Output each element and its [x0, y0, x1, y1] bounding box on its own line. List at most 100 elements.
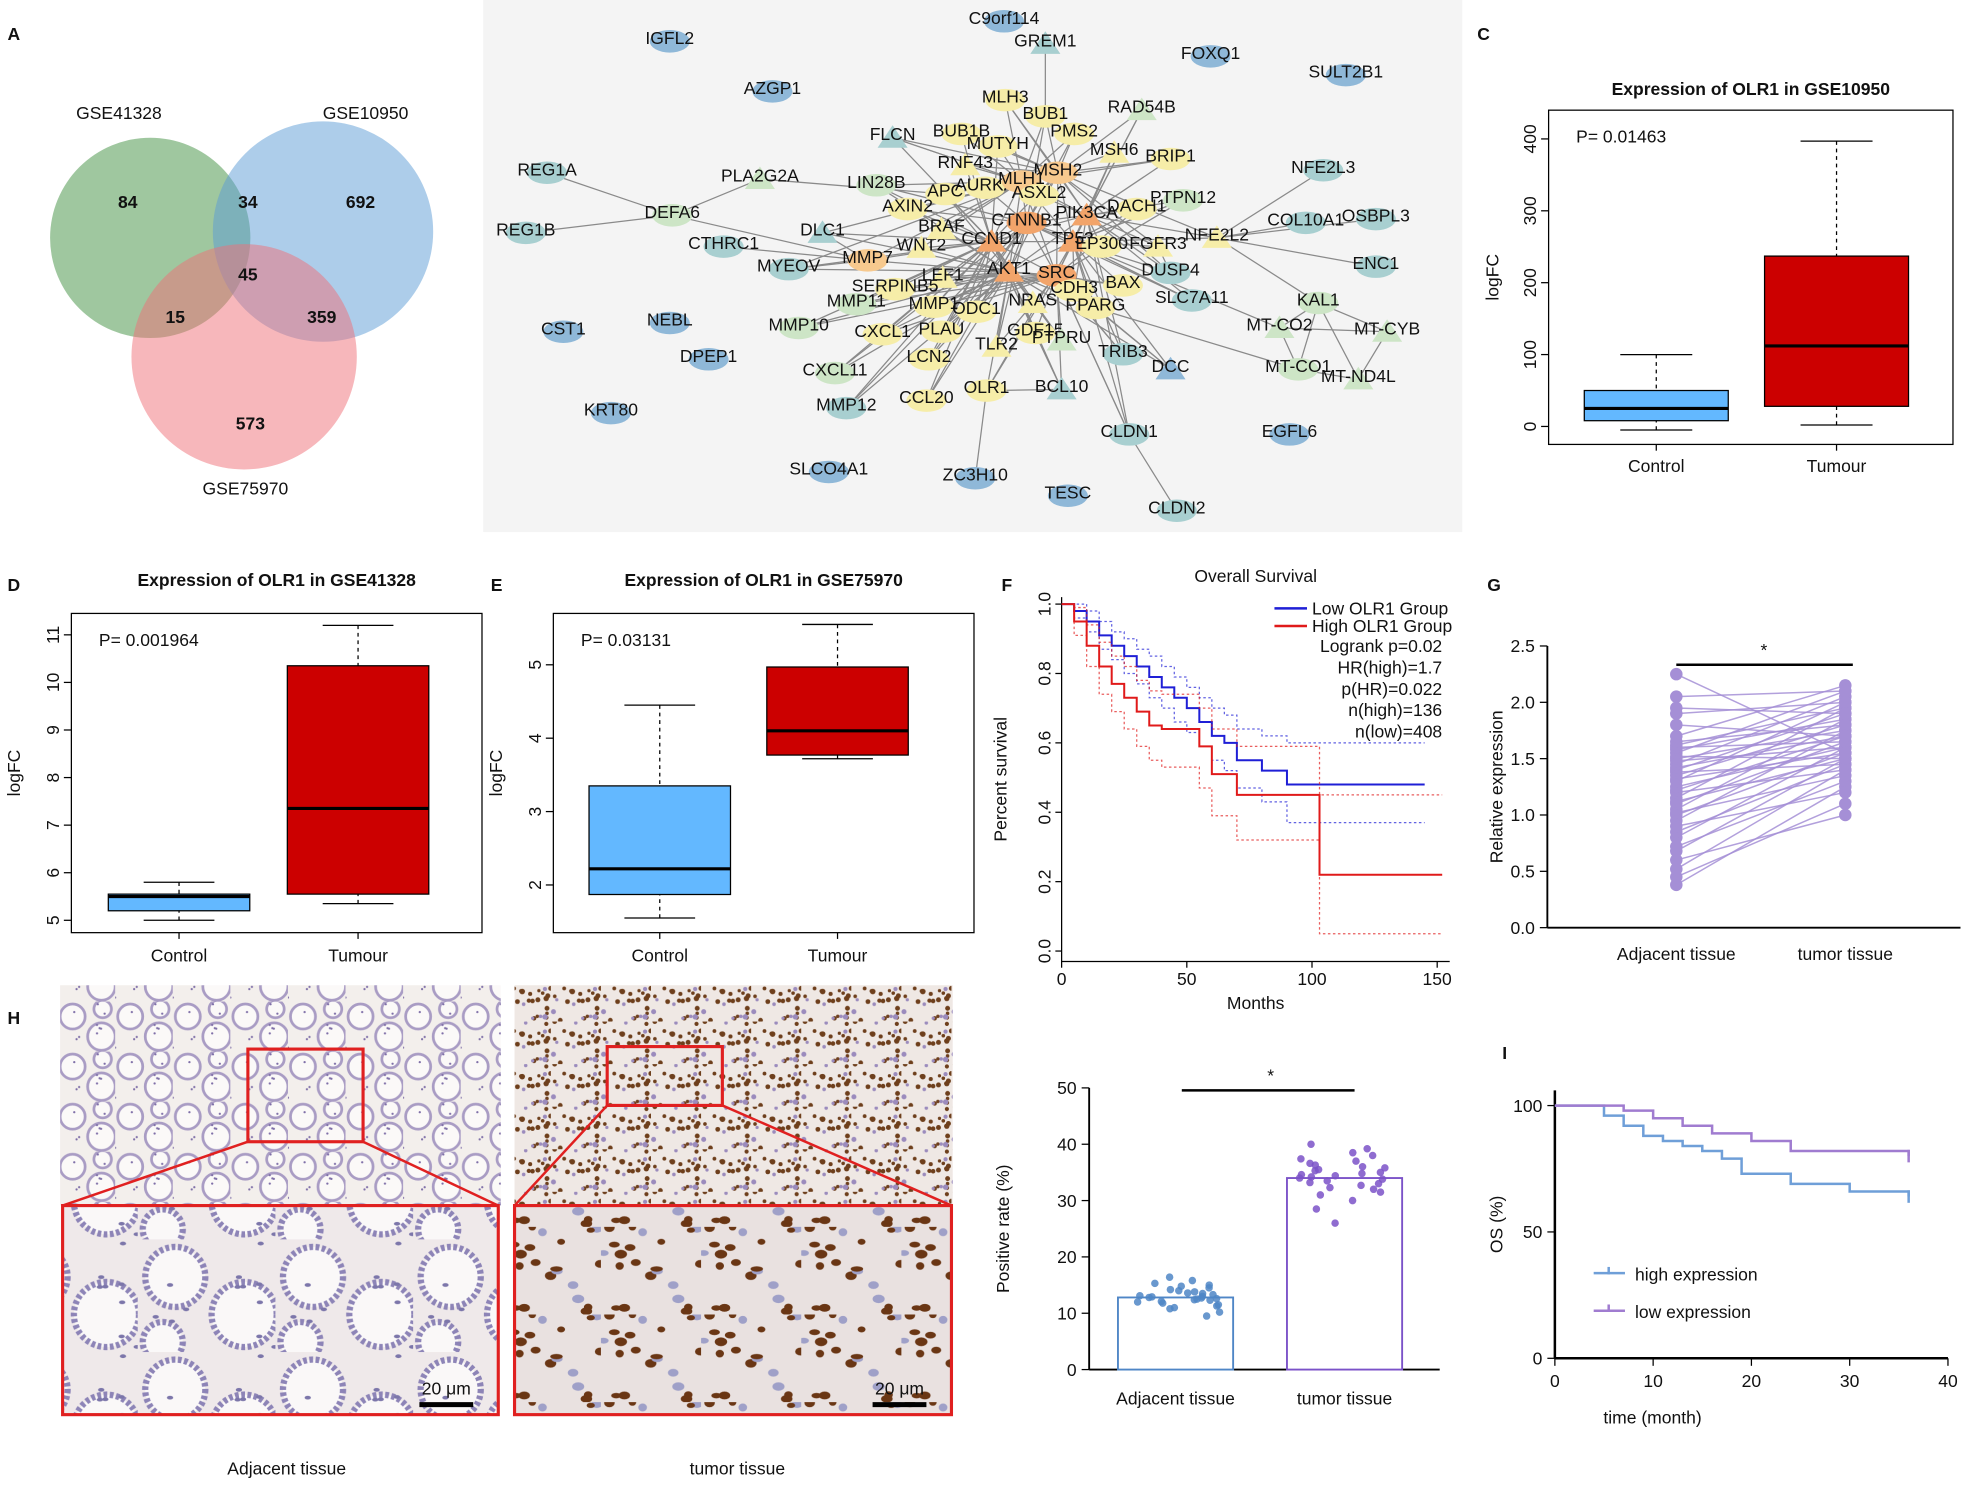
node — [1171, 289, 1212, 312]
y-axis-label: logFC — [486, 750, 506, 797]
edge — [925, 271, 1010, 401]
point — [1306, 1178, 1314, 1187]
point — [1378, 1175, 1387, 1183]
node — [1325, 63, 1366, 87]
edge — [834, 271, 1010, 374]
node — [1081, 235, 1122, 258]
edge — [1086, 214, 1217, 239]
y-tick-label: 5 — [525, 660, 545, 670]
point — [1839, 786, 1852, 799]
edge — [1072, 241, 1130, 435]
point — [1839, 707, 1852, 720]
pair-line — [1676, 752, 1846, 816]
panel-letter: H — [8, 1008, 21, 1028]
point — [1170, 1303, 1179, 1312]
boxplot: Expression of OLR1 in GSE41328 P= 0.00196… — [4, 570, 483, 965]
pair-line — [1676, 814, 1846, 861]
significance-mark: * — [1761, 640, 1768, 660]
node — [981, 334, 1012, 357]
y-tick-label: 0.8 — [1034, 661, 1054, 685]
point — [1190, 1288, 1199, 1296]
edge — [1095, 307, 1299, 370]
x-tick-label: 0 — [1057, 969, 1067, 989]
edge — [907, 208, 1027, 224]
region-count: 359 — [307, 307, 336, 327]
edge — [1026, 222, 1193, 302]
y-tick-label: 2.5 — [1510, 636, 1534, 656]
node — [1030, 31, 1061, 54]
node — [1155, 356, 1186, 380]
node-label: CLDN1 — [1101, 421, 1158, 441]
node-label: LIN28B — [847, 172, 905, 192]
y-tick-label: 0.2 — [1034, 869, 1054, 893]
p-value: P= 0.01463 — [1576, 127, 1666, 147]
pair-line — [1676, 724, 1846, 743]
zoom-line — [721, 1104, 952, 1207]
node-label: CCND1 — [961, 228, 1021, 248]
y-tick-label: 40 — [1057, 1134, 1077, 1154]
point — [1323, 1177, 1331, 1185]
point — [1157, 1297, 1166, 1306]
panel-letter: D — [8, 575, 21, 595]
node — [649, 30, 690, 53]
point — [1205, 1281, 1213, 1289]
node-label: IGFL2 — [645, 28, 694, 48]
node — [543, 320, 584, 344]
node-label: PPARG — [1065, 294, 1125, 314]
caption: Adjacent tissue — [227, 1459, 346, 1479]
node-label: PTPRU — [1032, 327, 1091, 347]
node — [856, 174, 897, 197]
point — [1670, 853, 1683, 867]
point — [1839, 746, 1852, 760]
node — [921, 320, 962, 344]
node-label: SLC7A11 — [1155, 287, 1229, 307]
node — [887, 197, 928, 221]
pair-line — [1676, 752, 1846, 780]
zoom-line — [62, 1140, 249, 1207]
node-label: EP300 — [1075, 233, 1128, 253]
pair-line — [1676, 740, 1846, 749]
point — [1215, 1308, 1224, 1316]
edge — [991, 241, 1063, 341]
node — [1269, 423, 1310, 446]
node-label: TLR2 — [975, 333, 1018, 353]
edge — [798, 271, 1010, 329]
pair-line — [1676, 724, 1846, 737]
zoom-line — [362, 1140, 499, 1207]
node — [956, 300, 997, 323]
edge — [1279, 327, 1388, 333]
edge — [1216, 237, 1319, 304]
region-count: 84 — [118, 192, 138, 212]
node — [926, 216, 957, 240]
edge — [892, 137, 1022, 183]
x-tick-label: 20 — [1742, 1371, 1762, 1391]
node — [808, 460, 849, 484]
y-tick-label: 2 — [525, 880, 545, 890]
node — [847, 249, 888, 272]
y-axis-label: logFC — [4, 750, 24, 797]
edge — [1216, 237, 1376, 268]
x-tick-label: Control — [1628, 456, 1684, 476]
node — [875, 277, 916, 301]
point — [1839, 684, 1852, 698]
node — [941, 122, 982, 146]
node-label: CTNNB1 — [992, 209, 1062, 229]
panel-letter: E — [491, 575, 503, 595]
node — [1075, 296, 1116, 320]
edge — [1128, 434, 1178, 512]
point — [1307, 1173, 1316, 1181]
node — [1015, 321, 1056, 345]
statistic: Logrank p=0.02 — [1320, 636, 1442, 656]
edge — [925, 241, 993, 401]
node-label: RAD54B — [1108, 97, 1176, 117]
node — [955, 466, 996, 490]
box — [286, 665, 430, 895]
node-label: MLH1 — [998, 168, 1045, 188]
y-tick-label: 20 — [1057, 1247, 1077, 1267]
pair-line — [1676, 701, 1846, 715]
node-label: LCN2 — [907, 346, 952, 366]
panel-letter: G — [1487, 575, 1501, 595]
point — [1133, 1298, 1142, 1306]
node-label: APC — [927, 181, 963, 201]
